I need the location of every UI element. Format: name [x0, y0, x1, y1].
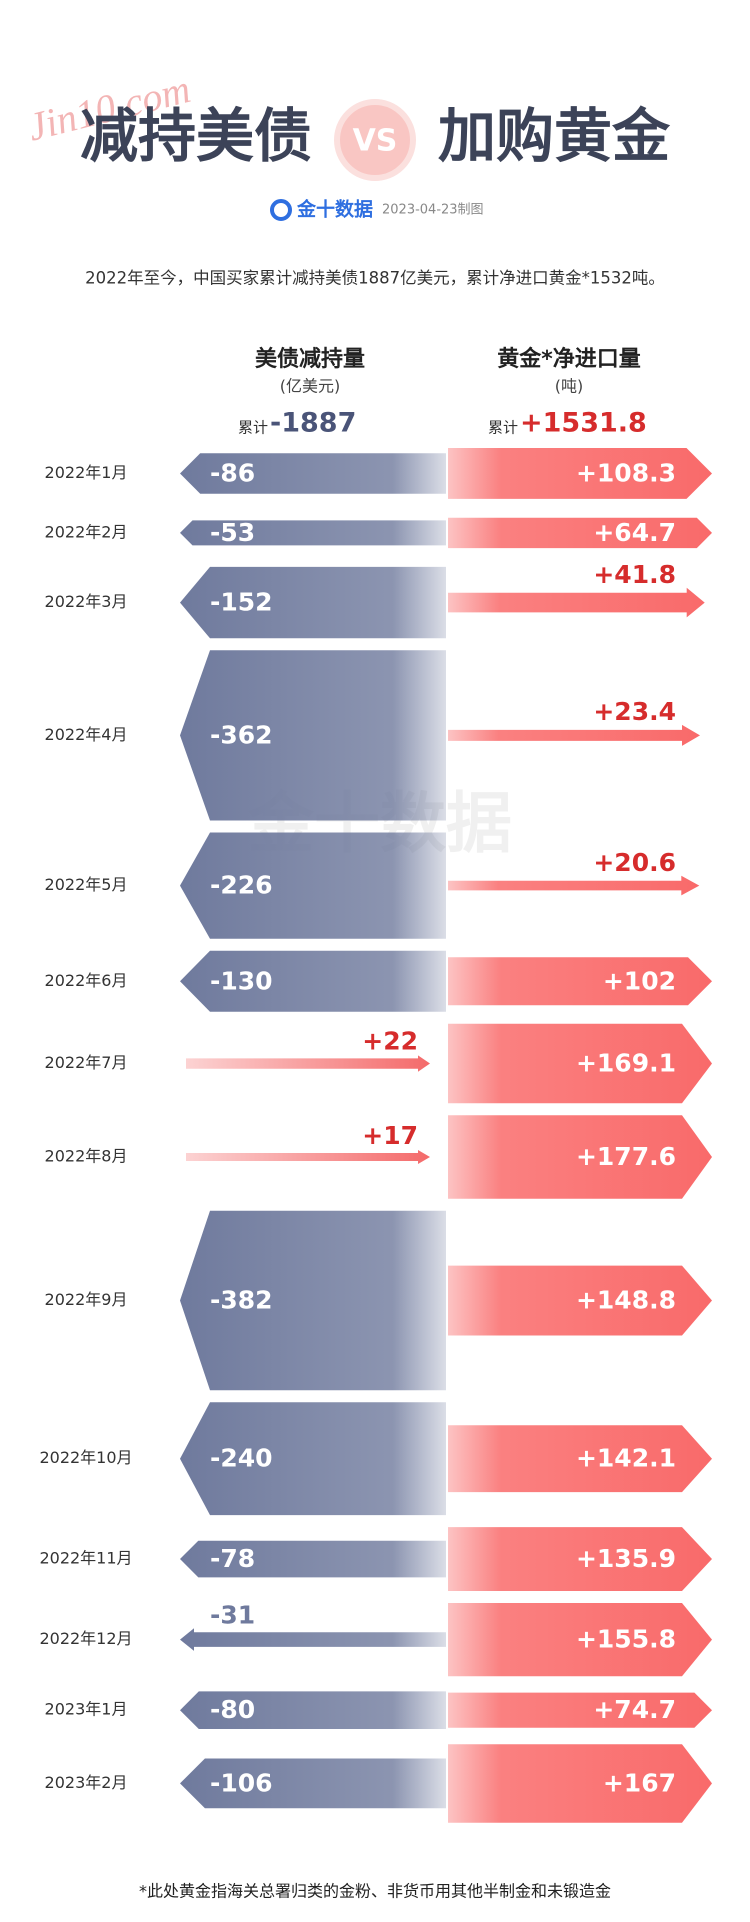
brand-icon [270, 199, 292, 221]
value-label: +177.6 [576, 1142, 676, 1171]
bar-left [180, 950, 446, 1012]
bar-left [186, 1150, 430, 1164]
bar-left [180, 520, 446, 546]
bar-right [448, 1527, 712, 1591]
value-label: +22 [362, 1026, 418, 1055]
summary: 2022年至今，中国买家累计减持美债1887亿美元，累计净进口黄金*1532吨。 [85, 269, 665, 288]
month-label: 2022年1月 [45, 463, 128, 482]
value-label: +155.8 [576, 1625, 676, 1654]
value-label: +148.8 [576, 1286, 676, 1315]
value-label: -31 [210, 1600, 255, 1629]
vs-badge [334, 99, 416, 181]
bar-left [180, 1402, 446, 1516]
bar-left [180, 1210, 446, 1391]
total-left: -1887 [270, 408, 356, 439]
value-label: +17 [362, 1121, 418, 1150]
value-label: +64.7 [593, 518, 676, 547]
bar-right [448, 1744, 712, 1823]
value-label: +23.4 [593, 697, 676, 726]
value-label: +74.7 [593, 1695, 676, 1724]
month-label: 2022年5月 [45, 875, 128, 894]
month-label: 2023年2月 [45, 1773, 128, 1792]
month-label: 2022年2月 [45, 522, 128, 541]
month-label: 2022年8月 [45, 1147, 128, 1166]
unit-right: (吨) [555, 377, 584, 396]
bar-right [448, 587, 705, 618]
bar-right [448, 517, 712, 549]
value-label: +20.6 [593, 848, 676, 877]
month-label: 2022年12月 [39, 1629, 132, 1648]
value-label: +135.9 [576, 1544, 676, 1573]
bar-left [180, 453, 446, 494]
month-label: 2022年4月 [45, 725, 128, 744]
value-label: -362 [210, 720, 273, 749]
value-label: +41.8 [593, 560, 676, 589]
date: 2023-04-23制图 [382, 203, 484, 218]
bar-right [448, 957, 712, 1006]
value-label: -78 [210, 1544, 255, 1573]
month-label: 2022年11月 [39, 1549, 132, 1568]
total-prefix: 累计 [488, 419, 518, 437]
month-label: 2023年1月 [45, 1700, 128, 1719]
bar-left [180, 1540, 446, 1578]
title-left: 减持美债 [80, 102, 312, 170]
legend-left: 美债减持量 [255, 346, 365, 372]
title-right: 加购黄金 [438, 102, 671, 170]
month-label: 2022年6月 [45, 971, 128, 990]
bar-left [180, 1628, 446, 1651]
value-label: +169.1 [576, 1049, 676, 1078]
bar-right [448, 1023, 712, 1104]
value-label: +108.3 [576, 458, 676, 487]
bar-left [180, 566, 446, 639]
bar-left [180, 1758, 446, 1809]
value-label: -86 [210, 458, 255, 487]
rows: 2022年1月 -86 +108.3 2022年2月 -53 +64.7 2022年3月 -1… [39, 448, 712, 1823]
brand: 金十数据 [296, 198, 373, 221]
bar-right [448, 1692, 712, 1728]
bar-left [180, 650, 446, 821]
vs: VS [353, 124, 398, 159]
month-label: 2022年3月 [45, 592, 128, 611]
bar-right [448, 448, 712, 499]
value-label: -106 [210, 1768, 273, 1797]
bar-right [448, 724, 700, 746]
month-label: 2022年10月 [39, 1448, 132, 1467]
total-prefix: 累计 [238, 419, 268, 437]
bar-left [180, 832, 446, 939]
month-label: 2022年7月 [45, 1053, 128, 1072]
bar-right [448, 1115, 712, 1199]
bar-left [186, 1055, 430, 1072]
value-label: -80 [210, 1695, 255, 1724]
footnote: *此处黄金指海关总署归类的金粉、非货币用其他半制金和未锻造金 [139, 1882, 611, 1901]
value-label: -240 [210, 1444, 273, 1473]
total-right: +1531.8 [520, 408, 647, 439]
value-label: -130 [210, 966, 273, 995]
bar-right [448, 1603, 712, 1677]
bar-right [448, 875, 700, 896]
value-label: +102 [603, 966, 676, 995]
bar-right [448, 1425, 712, 1493]
value-label: -152 [210, 588, 273, 617]
month-label: 2022年9月 [45, 1290, 128, 1309]
legend-right: 黄金*净进口量 [497, 346, 641, 372]
value-label: +142.1 [576, 1444, 676, 1473]
bar-right [448, 1265, 712, 1336]
value-label: -53 [210, 518, 255, 547]
bar-left [180, 1691, 446, 1729]
value-label: +167 [603, 1768, 676, 1797]
value-label: -226 [210, 871, 273, 900]
unit-left: (亿美元) [280, 377, 341, 396]
value-label: -382 [210, 1286, 273, 1315]
